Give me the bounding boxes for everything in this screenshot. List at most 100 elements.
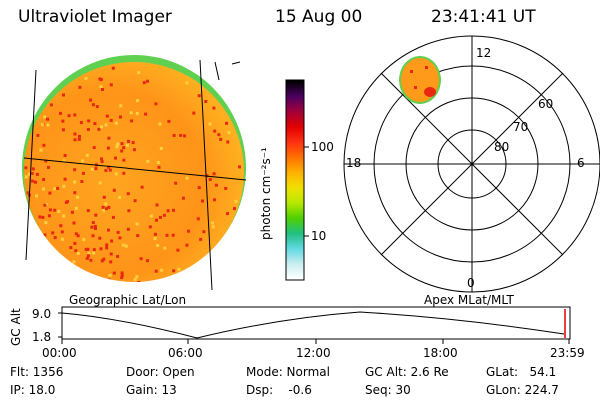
colorbar-segment [286, 248, 304, 251]
time-label: 23:41:41 UT [431, 7, 536, 27]
colorbar-segment [286, 120, 304, 123]
colorbar-segment [286, 222, 304, 225]
colorbar-segment [286, 176, 304, 179]
colorbar-segment [286, 158, 304, 161]
colorbar-segment [286, 230, 304, 233]
colorbar-segment [286, 266, 304, 269]
colorbar-segment [286, 146, 304, 149]
colorbar-segment [286, 174, 304, 177]
colorbar [285, 79, 309, 281]
colorbar-segment [286, 114, 304, 117]
colorbar-segment [286, 216, 304, 219]
colorbar-segment [286, 212, 304, 215]
mlt-label-12: 12 [476, 46, 492, 60]
colorbar-segment [286, 234, 304, 237]
colorbar-segment [286, 232, 304, 235]
altitude-axis-label: GC Alt [9, 308, 23, 346]
colorbar-segment [286, 102, 304, 105]
flight-number: Flt: 1356 [10, 365, 64, 379]
colorbar-segment [286, 172, 304, 175]
meridian-line [25, 69, 37, 261]
instrument-title: Ultraviolet Imager [18, 7, 172, 27]
colorbar-segment [286, 260, 304, 263]
colorbar-segment [286, 220, 304, 223]
colorbar-segment [286, 190, 304, 193]
colorbar-segment [286, 164, 304, 167]
orbit-altitude-curve [61, 311, 565, 339]
altitude-y-tick-label: 9.0 [32, 307, 52, 321]
altitude-x-tick-label: 23:59 [550, 346, 585, 360]
colorbar-segment [286, 94, 304, 97]
sequence-value: Seq: 30 [365, 383, 411, 397]
colorbar-segment [286, 250, 304, 253]
glat-value: GLat: 54.1 [486, 365, 557, 379]
colorbar-segment [286, 278, 304, 281]
altitude-y-tick-label: 1.8 [32, 330, 52, 344]
colorbar-segment [286, 208, 304, 211]
colorbar-segment [286, 166, 304, 169]
earth-panel-caption: Geographic Lat/Lon [69, 293, 187, 307]
colorbar-segment [286, 132, 304, 135]
colorbar-segment [286, 182, 304, 185]
colorbar-segment [286, 96, 304, 99]
colorbar-segment [286, 244, 304, 247]
colorbar-tick-label: 10 [311, 229, 327, 243]
colorbar-segment [286, 228, 304, 231]
colorbar-segment [286, 274, 304, 277]
colorbar-segment [286, 140, 304, 143]
altitude-x-tick-label: 06:00 [168, 346, 203, 360]
mode-value: Mode: Normal [246, 365, 330, 379]
colorbar-segment [286, 262, 304, 265]
colorbar-segment [286, 90, 304, 93]
colorbar-segment [286, 106, 304, 109]
polar-panel-caption: Apex MLat/MLT [424, 293, 514, 307]
colorbar-segment [286, 186, 304, 189]
colorbar-segment [286, 136, 304, 139]
altitude-plot-frame [61, 306, 571, 340]
ip-value: IP: 18.0 [10, 383, 56, 397]
colorbar-segment [286, 240, 304, 243]
colorbar-segment [286, 264, 304, 267]
colorbar-segment [286, 156, 304, 159]
colorbar-segment [286, 194, 304, 197]
colorbar-segment [286, 168, 304, 171]
dsp-value: Dsp: -0.6 [246, 383, 312, 397]
colorbar-segment [286, 252, 304, 255]
parallel-line [23, 157, 247, 181]
colorbar-segment [286, 188, 304, 191]
colorbar-segment [286, 108, 304, 111]
colorbar-segment [286, 144, 304, 147]
colorbar-segment [286, 86, 304, 89]
colorbar-segment [286, 202, 304, 205]
colorbar-segment [286, 152, 304, 155]
colorbar-segment [286, 254, 304, 257]
colorbar-segment [286, 88, 304, 91]
colorbar-segment [286, 116, 304, 119]
colorbar-segment [286, 142, 304, 145]
colorbar-segment [286, 226, 304, 229]
colorbar-segment [286, 130, 304, 133]
earth-disk [24, 62, 244, 282]
mlat-label-70: 70 [513, 120, 529, 134]
colorbar-segment [286, 256, 304, 259]
polar-mlt-plot [343, 35, 600, 293]
colorbar-segment [286, 246, 304, 249]
colorbar-segment [286, 270, 304, 273]
colorbar-segment [286, 276, 304, 279]
colorbar-segment [286, 138, 304, 141]
grid-fragment [214, 61, 220, 81]
colorbar-segment [286, 242, 304, 245]
colorbar-segment [286, 210, 304, 213]
mlt-diagonal [380, 72, 564, 256]
mlt-label-6: 6 [577, 156, 585, 170]
colorbar-segment [286, 110, 304, 113]
colorbar-segment [286, 82, 304, 85]
colorbar-segment [286, 112, 304, 115]
colorbar-segment [286, 126, 304, 129]
mlat-label-60: 60 [538, 97, 554, 111]
colorbar-segment [286, 160, 304, 163]
colorbar-segment [286, 98, 304, 101]
colorbar-segment [286, 236, 304, 239]
colorbar-segment [286, 150, 304, 153]
